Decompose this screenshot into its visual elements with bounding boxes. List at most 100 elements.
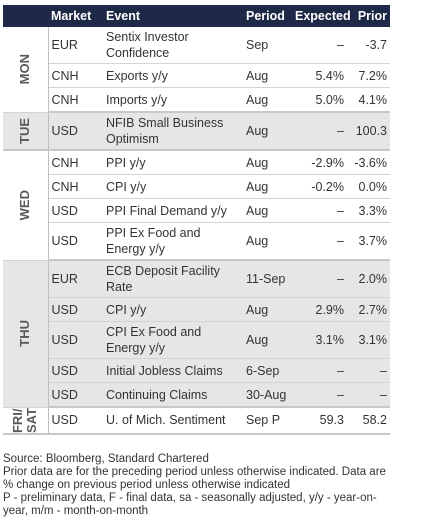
prior-cell: 3.1% <box>347 321 390 359</box>
day-group: TUE USD NFIB Small Business Optimism Aug –10… <box>3 112 390 151</box>
period-cell: 30-Aug <box>243 382 292 408</box>
footnote: Source: Bloomberg, Standard Chartered <box>3 453 209 465</box>
expected-cell: – <box>292 222 347 261</box>
event-cell: Sentix Investor Confidence <box>103 27 243 64</box>
header-cell: Event <box>103 5 243 27</box>
period-cell: Aug <box>243 321 292 359</box>
event-row: CNH CPI y/y Aug -0.2% 0.0% <box>3 174 390 199</box>
event-cell: CPI Ex Food and Energy y/y <box>103 321 243 359</box>
market-cell: EUR <box>48 27 103 64</box>
period-cell: Aug <box>243 150 292 175</box>
prior-cell: 3.7% <box>347 222 390 261</box>
event-row: WED CNH PPI y/y Aug -2.9% -3.6% <box>3 150 390 261</box>
event-cell: U. of Mich. Sentiment <box>103 407 243 435</box>
market-cell: USD <box>48 321 103 359</box>
event-cell: PPI Final Demand y/y <box>103 198 243 223</box>
event-row: USD PPI Final Demand y/y Aug –3.3% <box>3 198 390 223</box>
header-cell: Expected <box>292 5 351 27</box>
expected-cell: – <box>292 27 347 64</box>
market-cell: CNH <box>48 87 103 113</box>
prior-cell: 4.1% <box>347 87 390 113</box>
expected-cell: – <box>292 260 347 298</box>
expected-cell: -0.2% <box>292 174 347 199</box>
market-cell: USD <box>48 358 103 383</box>
event-cell: CPI y/y <box>103 297 243 322</box>
day-cell: WED <box>3 150 49 261</box>
day-cell: THU <box>3 260 49 408</box>
footnote: Prior data are for the preceding period … <box>3 466 386 491</box>
prior-cell: 58.2 <box>347 407 390 435</box>
market-cell: CNH <box>48 150 103 175</box>
header-cell: Market <box>48 5 103 27</box>
header-cell <box>3 5 48 27</box>
market-cell: EUR <box>48 260 103 298</box>
event-cell: Continuing Claims <box>103 382 243 408</box>
day-group: THU EUR ECB Deposit Facility Rate 11-Sep –2.… <box>3 260 390 408</box>
day-label: FRI/ SAT <box>10 407 40 433</box>
prior-cell: 0.0% <box>347 174 390 199</box>
day-cell: TUE <box>3 112 49 151</box>
header-row: Market Event Period Expected Prior <box>3 5 390 27</box>
event-row: USD CPI Ex Food and Energy y/y Aug 3.1% 3.1% <box>3 321 390 359</box>
day-group: WED CNH PPI y/y Aug -2.9% -3.6% CNH CPI y/y Aug -… <box>3 150 390 261</box>
market-cell: USD <box>48 407 103 435</box>
prior-cell: -3.6% <box>347 150 390 175</box>
header-cell: Period <box>243 5 292 27</box>
prior-cell: -3.7 <box>347 27 390 64</box>
market-cell: USD <box>48 222 103 261</box>
event-row: CNH Exports y/y Aug 5.4% 7.2% <box>3 63 390 88</box>
event-cell: Exports y/y <box>103 63 243 88</box>
prior-cell: 7.2% <box>347 63 390 88</box>
day-cell: FRI/ SAT <box>3 407 49 435</box>
day-label: TUE <box>17 117 33 144</box>
prior-cell: 3.3% <box>347 198 390 223</box>
expected-cell: 5.0% <box>292 87 347 113</box>
prior-cell: 2.0% <box>347 260 390 298</box>
footnotes: Source: Bloomberg, Standard Chartered Pri… <box>3 453 398 518</box>
market-cell: USD <box>48 112 103 151</box>
period-cell: Aug <box>243 63 292 88</box>
expected-cell: – <box>292 198 347 223</box>
prior-cell: – <box>347 382 390 408</box>
expected-cell: 3.1% <box>292 321 347 359</box>
expected-cell: -2.9% <box>292 150 347 175</box>
event-row: USD CPI y/y Aug 2.9% 2.7% <box>3 297 390 322</box>
day-group: MON EUR Sentix Investor Confidence Sep – -3.7… <box>3 27 390 113</box>
market-cell: USD <box>48 297 103 322</box>
event-row: TUE USD NFIB Small Business Optimism Aug –10… <box>3 112 390 151</box>
market-cell: CNH <box>48 174 103 199</box>
event-row: THU EUR ECB Deposit Facility Rate 11-Sep –2.… <box>3 260 390 408</box>
period-cell: 11-Sep <box>243 260 292 298</box>
period-cell: Sep <box>243 27 292 64</box>
day-group: FRI/ SAT USD U. of Mich. Sentiment Sep P 59.… <box>3 407 390 435</box>
event-row: FRI/ SAT USD U. of Mich. Sentiment Sep P 59.… <box>3 407 390 435</box>
calendar-table: Market Event Period Expected Prior MON EUR Sen… <box>3 5 390 435</box>
period-cell: Sep P <box>243 407 292 435</box>
event-cell: NFIB Small Business Optimism <box>103 112 243 151</box>
prior-cell: 100.3 <box>347 112 390 151</box>
event-row: USD PPI Ex Food and Energy y/y Aug –3.7% <box>3 222 390 261</box>
expected-cell: 5.4% <box>292 63 347 88</box>
footnote: P - preliminary data, F - final data, sa… <box>3 492 377 517</box>
prior-cell: 2.7% <box>347 297 390 322</box>
day-label: MON <box>17 54 33 85</box>
header-cell: Prior <box>347 5 390 27</box>
period-cell: Aug <box>243 198 292 223</box>
prior-cell: – <box>347 358 390 383</box>
day-label: THU <box>17 320 33 347</box>
expected-cell: 59.3 <box>292 407 347 435</box>
event-cell: Imports y/y <box>103 87 243 113</box>
event-cell: Initial Jobless Claims <box>103 358 243 383</box>
period-cell: Aug <box>243 222 292 261</box>
event-cell: PPI y/y <box>103 150 243 175</box>
period-cell: Aug <box>243 87 292 113</box>
event-row: USD Continuing Claims 30-Aug – – <box>3 382 390 408</box>
event-cell: PPI Ex Food and Energy y/y <box>103 222 243 261</box>
day-label: WED <box>17 190 33 221</box>
market-cell: CNH <box>48 63 103 88</box>
event-cell: ECB Deposit Facility Rate <box>103 260 243 298</box>
period-cell: 6-Sep <box>243 358 292 383</box>
expected-cell: – <box>292 112 347 151</box>
period-cell: Aug <box>243 297 292 322</box>
expected-cell: – <box>292 358 347 383</box>
